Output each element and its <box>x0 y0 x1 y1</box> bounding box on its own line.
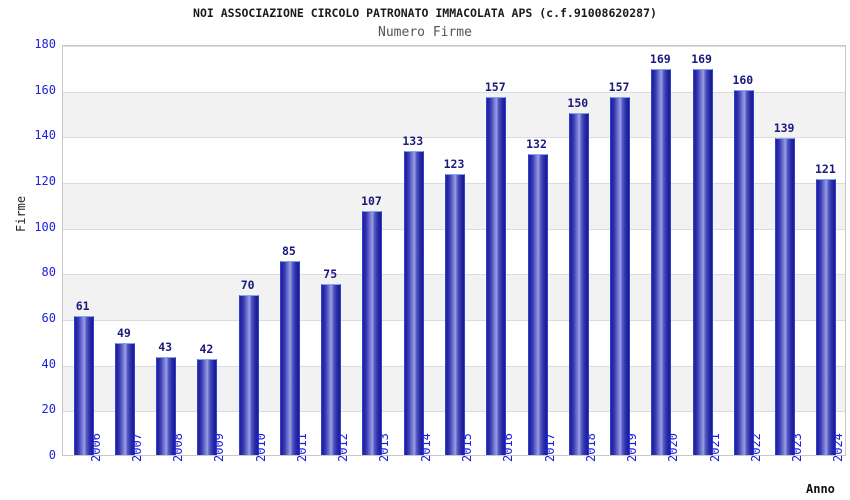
bar[interactable] <box>816 178 837 455</box>
x-tick-label: 2020 <box>666 433 681 462</box>
y-tick-label: 100 <box>34 219 56 234</box>
bar-value-label: 132 <box>526 136 547 151</box>
bar[interactable] <box>445 174 465 455</box>
bar-value-label: 157 <box>608 79 630 94</box>
x-axis-title: Anno <box>806 482 835 496</box>
x-tick-label: 2010 <box>253 433 268 462</box>
x-tick-label: 2011 <box>294 433 309 462</box>
bar-value-label: 75 <box>323 266 338 281</box>
bar[interactable] <box>775 137 796 455</box>
bar[interactable] <box>527 153 548 455</box>
x-tick-label: 2018 <box>583 433 598 462</box>
chart-title: NOI ASSOCIAZIONE CIRCOLO PATRONATO IMMAC… <box>193 6 657 20</box>
chart-subtitle: Numero Firme <box>378 25 472 40</box>
x-tick-label: 2023 <box>790 433 805 462</box>
gridline <box>63 91 845 93</box>
x-tick-label: 2013 <box>377 433 392 462</box>
bar-value-label: 42 <box>199 342 214 357</box>
x-tick-label: 2015 <box>460 433 474 462</box>
bar[interactable] <box>321 283 342 455</box>
bar[interactable] <box>610 96 631 455</box>
y-tick-label: 20 <box>41 402 56 417</box>
bar-value-label: 70 <box>240 278 255 293</box>
x-tick-label: 2009 <box>212 433 227 462</box>
bar[interactable] <box>733 89 754 455</box>
bar-value-label: 139 <box>773 120 795 135</box>
bar[interactable] <box>362 210 383 455</box>
bar-value-label: 133 <box>402 134 424 149</box>
y-tick-label: 180 <box>34 37 56 51</box>
bar[interactable] <box>197 359 218 455</box>
x-tick-label: 2016 <box>501 433 516 462</box>
y-tick-label: 120 <box>34 174 56 188</box>
bar-value-label: 157 <box>484 79 506 94</box>
y-tick-label: 40 <box>41 356 56 371</box>
bar[interactable] <box>692 69 713 455</box>
gridline <box>63 137 845 139</box>
bar[interactable] <box>568 112 589 455</box>
bar-value-label: 169 <box>691 52 712 67</box>
y-tick-label: 160 <box>34 82 56 97</box>
x-tick-label: 2019 <box>625 433 640 462</box>
bar-value-label: 121 <box>814 161 836 176</box>
x-tick-label: 2017 <box>542 433 557 462</box>
bar-value-label: 43 <box>158 339 173 354</box>
x-tick-label: 2007 <box>129 433 144 462</box>
bar-value-label: 49 <box>116 326 131 341</box>
y-tick-label: 140 <box>34 128 56 143</box>
x-tick-label: 2012 <box>336 433 351 462</box>
bar[interactable] <box>279 260 300 455</box>
bar[interactable] <box>651 69 672 455</box>
plot-band <box>63 91 845 138</box>
x-tick-label: 2021 <box>707 433 722 462</box>
y-tick-label: 0 <box>48 448 56 462</box>
bar[interactable] <box>486 96 507 455</box>
bar[interactable] <box>238 295 259 455</box>
x-tick-label: 2006 <box>88 433 103 462</box>
x-tick-label: 2008 <box>171 433 186 462</box>
y-tick-label: 60 <box>41 311 56 325</box>
x-tick-label: 2022 <box>748 433 763 462</box>
gridline <box>63 46 845 47</box>
bar[interactable] <box>156 356 177 455</box>
x-tick-label: 2024 <box>831 433 846 462</box>
bar[interactable] <box>403 151 424 455</box>
bar-value-label: 160 <box>732 72 754 87</box>
bar[interactable] <box>73 315 94 455</box>
y-tick-label: 80 <box>41 265 56 280</box>
bar-value-label: 150 <box>567 95 589 110</box>
bar-value-label: 107 <box>361 193 382 208</box>
bar-value-label: 123 <box>443 157 465 172</box>
bar-value-label: 169 <box>649 52 671 67</box>
plot-area <box>62 45 846 456</box>
x-tick-label: 2014 <box>418 433 433 462</box>
bar-value-label: 85 <box>282 243 296 258</box>
bar-value-label: 61 <box>75 298 90 313</box>
bar[interactable] <box>114 343 135 455</box>
